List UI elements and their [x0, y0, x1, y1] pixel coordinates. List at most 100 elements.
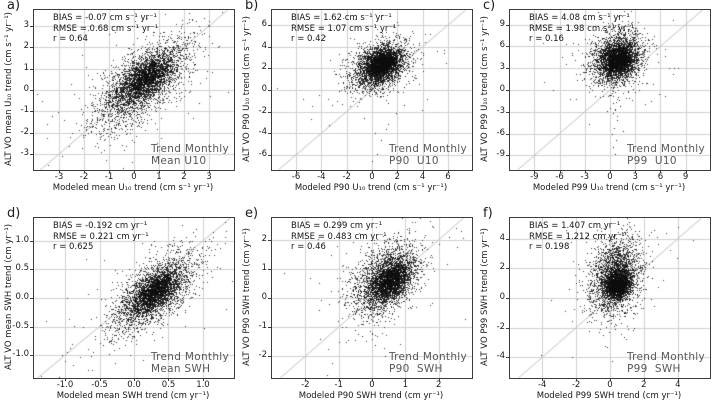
x-tick-label: -1.0 — [56, 380, 74, 390]
x-tick-label: -6 — [555, 172, 564, 182]
panel-letter: b) — [245, 0, 259, 13]
x-tick-label: 1 — [156, 172, 162, 182]
stats-bias: BIAS = 4.08 cm s⁻¹ yr⁻¹ — [529, 13, 630, 23]
scatter-canvas — [34, 218, 234, 378]
stats-bias: BIAS = -0.07 cm s⁻¹ yr⁻¹ — [53, 13, 157, 23]
x-tick-label: -1 — [104, 172, 114, 182]
y-axis-label: ALT VO mean U₁₀ trend (cm s⁻¹ yr⁻¹) — [4, 12, 14, 166]
stats-annotation: BIAS = 1.407 cm yr⁻¹ RMSE = 1.212 cm yr⁻… — [529, 221, 625, 253]
x-tick-label: -2 — [342, 172, 351, 182]
dataset-caption: Trend Monthly P99 SWH — [627, 352, 705, 376]
stats-r: r = 0.625 — [53, 242, 94, 253]
x-tick-label: -1 — [334, 380, 343, 390]
panel-letter: f) — [483, 206, 493, 221]
x-tick-label: -6 — [291, 172, 301, 182]
plot-area: BIAS = 0.299 cm yr⁻¹ RMSE = 0.483 cm yr⁻… — [271, 217, 473, 379]
caption-line-2: P99 U10 — [626, 155, 677, 168]
x-tick-label: 1 — [402, 380, 409, 390]
caption-line-2: P90 U10 — [388, 155, 439, 168]
y-axis-label: ALT VO P90 SWH trend (cm yr⁻¹) — [242, 228, 252, 366]
dataset-caption: Trend Monthly P90 SWH — [389, 352, 467, 376]
plot-area: BIAS = 1.407 cm yr⁻¹ RMSE = 1.212 cm yr⁻… — [509, 217, 711, 379]
panel-a: a) ALT VO mean U₁₀ trend (cm s⁻¹ yr⁻¹) B… — [0, 0, 238, 208]
stats-annotation: BIAS = 4.08 cm s⁻¹ yr⁻¹ RMSE = 1.98 cm s… — [529, 13, 634, 45]
x-axis-label: Modeled P99 SWH trend (cm yr⁻¹) — [536, 391, 682, 401]
x-tick-label: -3 — [54, 172, 64, 182]
stats-rmse: RMSE = 1.98 cm s⁻¹ yr⁻¹ — [529, 23, 635, 34]
x-tick-label: 2 — [181, 172, 187, 182]
x-tick-label: -2 — [571, 380, 581, 390]
stats-r: r = 0.16 — [529, 34, 564, 45]
caption-line-1: Trend Monthly — [626, 143, 705, 156]
x-tick-label: 2 — [641, 380, 647, 390]
panel-letter: e) — [245, 206, 259, 221]
caption-line-2: P99 SWH — [626, 363, 681, 376]
x-axis-label: Modeled P99 U₁₀ trend (cm s⁻¹ yr⁻¹) — [532, 183, 686, 193]
stats-r: r = 0.64 — [53, 34, 88, 45]
stats-bias: BIAS = 1.62 cm s⁻¹ yr⁻¹ — [291, 13, 392, 23]
dataset-caption: Trend Monthly Mean SWH — [151, 352, 229, 376]
caption-line-1: Trend Monthly — [150, 351, 229, 364]
stats-r: r = 0.42 — [291, 34, 326, 45]
panel-e: e) ALT VO P90 SWH trend (cm yr⁻¹) BIAS =… — [238, 206, 476, 416]
dataset-caption: Trend Monthly Mean U10 — [151, 144, 229, 168]
x-tick-label: 3 — [206, 172, 212, 182]
caption-line-1: Trend Monthly — [388, 143, 467, 156]
scatter-canvas — [510, 218, 710, 378]
x-tick-label: 0 — [369, 380, 375, 390]
stats-rmse: RMSE = 0.68 cm s⁻¹ yr⁻¹ — [53, 23, 159, 34]
x-tick-label: -9 — [530, 172, 539, 182]
x-tick-label: 0 — [607, 380, 613, 390]
y-axis-label: ALT VO P99 U₁₀ trend (cm s⁻¹ yr⁻¹) — [480, 16, 490, 162]
stats-bias: BIAS = 1.407 cm yr⁻¹ — [529, 221, 621, 231]
panel-letter: d) — [7, 206, 21, 221]
x-tick-label: 0.5 — [161, 380, 176, 390]
stats-annotation: BIAS = 0.299 cm yr⁻¹ RMSE = 0.483 cm yr⁻… — [291, 221, 387, 253]
x-tick-label: 1.0 — [196, 380, 210, 390]
x-axis-label: Modeled P90 SWH trend (cm yr⁻¹) — [298, 391, 444, 401]
y-axis-label: ALT VO P99 SWH trend (cm yr⁻¹) — [480, 228, 490, 366]
x-axis-label: Modeled mean SWH trend (cm yr⁻¹) — [56, 391, 210, 401]
x-tick-label: -2 — [79, 172, 89, 182]
plot-area: BIAS = 4.08 cm s⁻¹ yr⁻¹ RMSE = 1.98 cm s… — [509, 9, 711, 171]
panel-c: c) ALT VO P99 U₁₀ trend (cm s⁻¹ yr⁻¹) BI… — [476, 0, 714, 208]
x-tick-label: 2 — [394, 172, 401, 182]
stats-r: r = 0.198 — [529, 242, 570, 253]
plot-area: BIAS = -0.07 cm s⁻¹ yr⁻¹ RMSE = 0.68 cm … — [33, 9, 235, 171]
scatter-canvas — [510, 10, 710, 170]
x-tick-label: 0.0 — [127, 380, 141, 390]
caption-line-2: Mean U10 — [150, 155, 207, 168]
dataset-caption: Trend Monthly P90 U10 — [389, 144, 467, 168]
x-tick-label: 6 — [445, 172, 451, 182]
x-tick-label: -0.5 — [91, 380, 108, 390]
stats-rmse: RMSE = 0.483 cm yr⁻¹ — [291, 231, 387, 242]
panel-d: d) ALT VO mean SWH trend (cm yr⁻¹) BIAS … — [0, 206, 238, 416]
scatter-canvas — [272, 218, 472, 378]
panel-b: b) ALT VO P90 U₁₀ trend (cm s⁻¹ yr⁻¹) BI… — [238, 0, 476, 208]
plot-area: BIAS = 1.62 cm s⁻¹ yr⁻¹ RMSE = 1.07 cm s… — [271, 9, 473, 171]
caption-line-2: Mean SWH — [150, 363, 211, 376]
x-tick-label: 4 — [419, 172, 426, 182]
x-tick-label: 2 — [435, 380, 442, 390]
stats-annotation: BIAS = -0.07 cm s⁻¹ yr⁻¹ RMSE = 0.68 cm … — [53, 13, 158, 45]
stats-rmse: RMSE = 0.221 cm yr⁻¹ — [53, 231, 149, 242]
x-tick-label: -3 — [580, 172, 590, 182]
panel-letter: a) — [7, 0, 21, 13]
stats-rmse: RMSE = 1.212 cm yr⁻¹ — [529, 231, 625, 242]
stats-annotation: BIAS = 1.62 cm s⁻¹ yr⁻¹ RMSE = 1.07 cm s… — [291, 13, 396, 45]
stats-rmse: RMSE = 1.07 cm s⁻¹ yr⁻¹ — [291, 23, 397, 34]
x-tick-label: 6 — [657, 172, 664, 182]
x-axis-label: Modeled mean U₁₀ trend (cm s⁻¹ yr⁻¹) — [52, 183, 214, 193]
x-tick-label: 0 — [131, 172, 137, 182]
scatter-canvas — [34, 10, 234, 170]
dataset-caption: Trend Monthly P99 U10 — [627, 144, 705, 168]
x-tick-label: -4 — [537, 380, 547, 390]
x-tick-label: 0 — [369, 172, 375, 182]
x-tick-label: 9 — [682, 172, 689, 182]
stats-r: r = 0.46 — [291, 242, 326, 253]
panel-f: f) ALT VO P99 SWH trend (cm yr⁻¹) BIAS =… — [476, 206, 714, 416]
x-axis-label: Modeled P90 U₁₀ trend (cm s⁻¹ yr⁻¹) — [294, 183, 448, 193]
caption-line-1: Trend Monthly — [388, 351, 467, 364]
y-axis-label: ALT VO P90 U₁₀ trend (cm s⁻¹ yr⁻¹) — [242, 16, 252, 162]
